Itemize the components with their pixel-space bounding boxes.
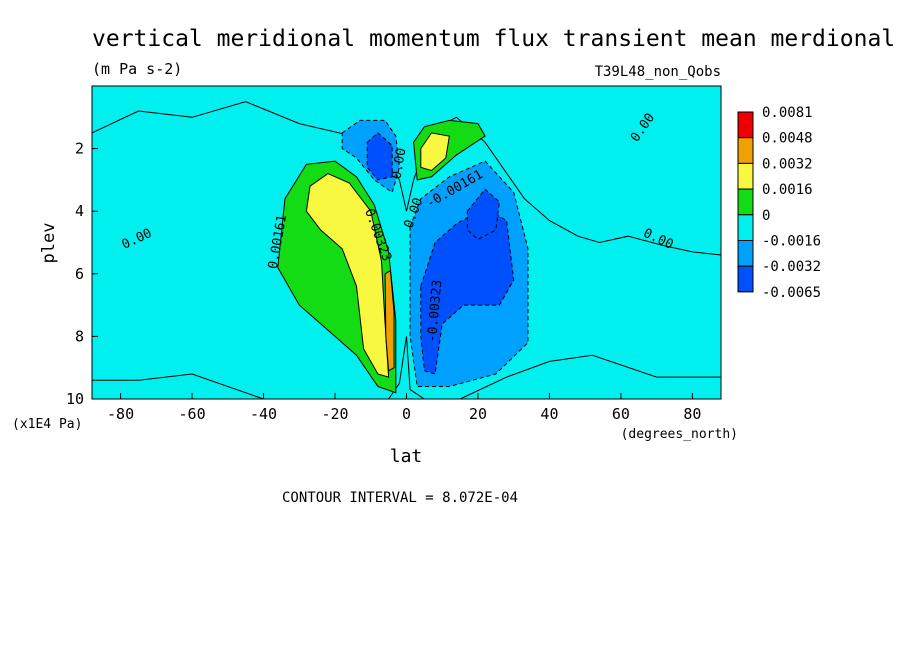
- colorbar-swatch: [737, 162, 754, 190]
- filled-contour-regions: [92, 101, 721, 399]
- contour-label: -0.00323: [425, 279, 445, 343]
- colorbar-swatch: [737, 111, 754, 139]
- colorbar-swatch: [737, 240, 754, 267]
- x-tick-label: 20: [469, 405, 487, 423]
- y-tick-label: 4: [75, 202, 84, 220]
- y-tick-label: 6: [75, 265, 84, 283]
- y-axis-units: (x1E4 Pa): [12, 417, 82, 432]
- x-tick-label: 0: [402, 405, 411, 423]
- colorbar-label: -0.0016: [762, 234, 821, 250]
- colorbar-swatch: [737, 214, 754, 242]
- x-tick-label: -80: [107, 405, 134, 423]
- y-tick-label: 2: [75, 140, 84, 158]
- x-axis-label: lat: [390, 446, 423, 467]
- run-label: T39L48_non_Qobs: [595, 64, 721, 80]
- y-axis-ticks: 2 4 6 8 10: [66, 140, 98, 408]
- units-label: (m Pa s-2): [92, 60, 182, 78]
- x-tick-label: -40: [250, 405, 277, 423]
- y-axis-label: plev: [39, 223, 59, 264]
- x-tick-label: 60: [612, 405, 630, 423]
- colorbar-label: 0.0016: [762, 182, 813, 198]
- y-tick-label: 8: [75, 327, 84, 345]
- x-tick-label: -20: [321, 405, 348, 423]
- chart-title: vertical meridional momentum flux transi…: [92, 26, 895, 52]
- colorbar-label: 0.0032: [762, 156, 813, 172]
- colorbar-label: 0.0081: [762, 105, 813, 121]
- contour-region: [366, 132, 393, 181]
- contour-region: [420, 207, 515, 375]
- x-tick-label: 40: [540, 405, 558, 423]
- x-tick-label: 80: [683, 405, 701, 423]
- contour-region: [305, 173, 390, 378]
- contour-region: [420, 132, 450, 172]
- x-axis-units: (degrees_north): [621, 427, 738, 442]
- contour-interval: CONTOUR INTERVAL = 8.072E-04: [282, 490, 518, 506]
- colorbar-swatch: [737, 265, 754, 293]
- x-tick-label: -60: [179, 405, 206, 423]
- colorbar: 0.0081 0.0048 0.0032 0.0016 0 -0.0016 -0.0032 -…: [737, 105, 821, 301]
- colorbar-label: -0.0032: [762, 259, 821, 275]
- colorbar-label: 0.0048: [762, 131, 813, 147]
- contour-region: [466, 188, 500, 241]
- y-tick-label: 10: [66, 390, 84, 408]
- colorbar-swatch: [737, 188, 754, 216]
- colorbar-label: 0: [762, 208, 770, 224]
- colorbar-swatch: [737, 137, 754, 164]
- contour-label: 0.00: [389, 147, 409, 180]
- colorbar-label: -0.0065: [762, 285, 821, 301]
- contour-region: [384, 269, 395, 372]
- x-axis-ticks: -80 -60 -40 -20 0 20 40 60 80: [107, 393, 701, 423]
